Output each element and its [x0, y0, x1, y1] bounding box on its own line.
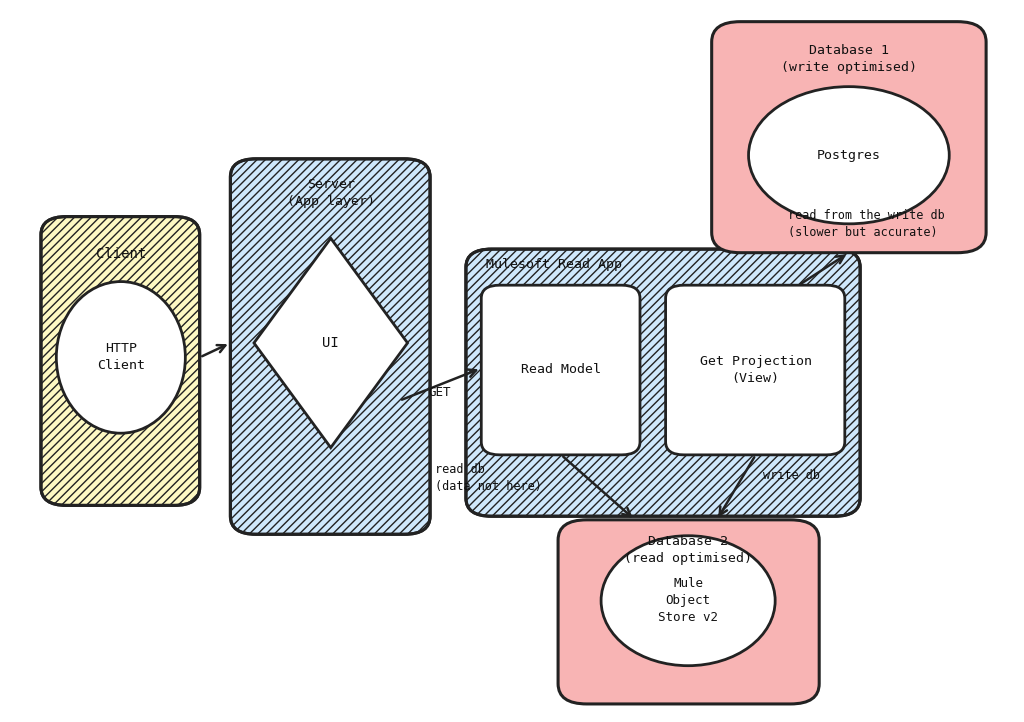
Text: Mule
Object
Store v2: Mule Object Store v2	[658, 577, 718, 625]
Text: read db
(data not here): read db (data not here)	[435, 463, 542, 493]
Text: write db: write db	[763, 469, 820, 482]
FancyBboxPatch shape	[666, 285, 845, 455]
Text: Database 2
(read optimised): Database 2 (read optimised)	[625, 535, 752, 565]
FancyBboxPatch shape	[712, 22, 986, 253]
Text: Client: Client	[95, 247, 146, 261]
FancyBboxPatch shape	[481, 285, 640, 455]
Ellipse shape	[601, 536, 775, 666]
Text: Read Model: Read Model	[521, 363, 601, 376]
Text: read from the write db
(slower but accurate): read from the write db (slower but accur…	[788, 209, 945, 239]
Text: UI: UI	[323, 336, 339, 350]
Text: Server
(App layer): Server (App layer)	[287, 178, 375, 209]
FancyBboxPatch shape	[41, 217, 200, 505]
Text: Database 1
(write optimised): Database 1 (write optimised)	[781, 44, 916, 74]
Ellipse shape	[56, 282, 185, 433]
FancyBboxPatch shape	[558, 520, 819, 704]
Text: Postgres: Postgres	[817, 149, 881, 162]
Text: GET: GET	[428, 386, 451, 399]
Text: Mulesoft Read App: Mulesoft Read App	[486, 258, 623, 271]
Text: HTTP
Client: HTTP Client	[97, 342, 144, 373]
Text: Get Projection
(View): Get Projection (View)	[699, 355, 812, 385]
FancyBboxPatch shape	[466, 249, 860, 516]
FancyBboxPatch shape	[230, 159, 430, 534]
Polygon shape	[254, 238, 408, 448]
Ellipse shape	[749, 87, 949, 224]
